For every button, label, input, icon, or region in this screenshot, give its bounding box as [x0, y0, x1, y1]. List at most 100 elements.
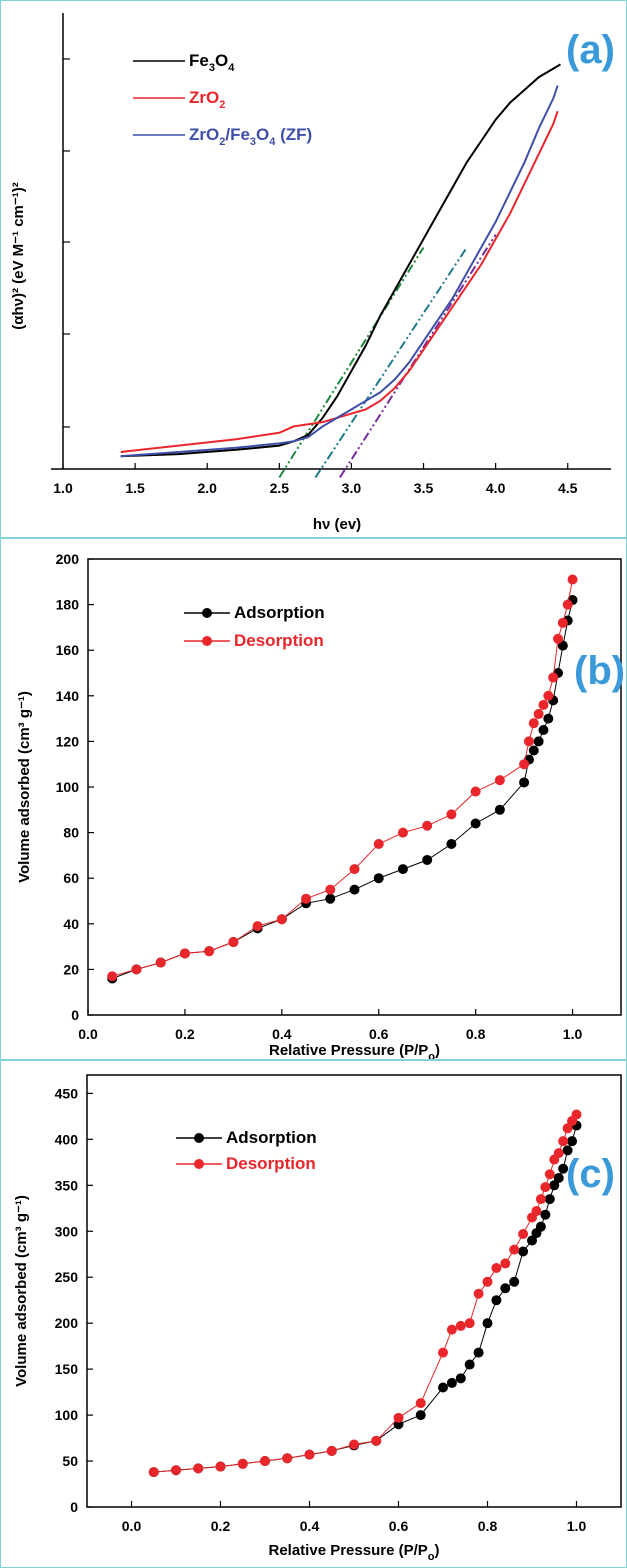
- series-line-0: [112, 599, 573, 979]
- y-tick-label: 120: [56, 733, 80, 749]
- legend-label: ZrO2: [189, 88, 225, 111]
- data-point: [148, 1467, 159, 1478]
- data-point: [562, 1145, 573, 1156]
- y-tick-label: 80: [63, 825, 79, 841]
- legend-marker: [202, 608, 212, 618]
- data-point: [538, 725, 549, 735]
- legend-marker: [194, 1159, 204, 1169]
- data-point: [553, 1172, 564, 1183]
- y-axis-label: Volume adsorbed (cm³ g⁻¹): [13, 1195, 30, 1387]
- data-point: [155, 957, 166, 968]
- legend-label: Adsorption: [234, 603, 325, 622]
- data-point: [553, 1148, 564, 1159]
- panel-label: (c): [566, 1152, 615, 1196]
- data-point: [523, 736, 534, 747]
- data-point: [491, 1295, 502, 1306]
- series-line-1: [153, 1114, 577, 1473]
- legend-label: ZrO2/Fe3O4 (ZF): [189, 125, 312, 148]
- data-point: [562, 599, 573, 610]
- x-tick-label: 0.4: [300, 1518, 320, 1534]
- data-point: [276, 914, 287, 925]
- data-point: [446, 1377, 457, 1388]
- data-point: [558, 1163, 569, 1174]
- data-point: [509, 1276, 520, 1287]
- tangent-line: [339, 234, 497, 479]
- data-point: [446, 839, 457, 849]
- tangent-line: [278, 246, 425, 479]
- legend-marker: [194, 1133, 204, 1143]
- data-point: [538, 699, 549, 710]
- x-tick-label: 1.0: [567, 1518, 587, 1534]
- data-point: [464, 1359, 475, 1370]
- data-point: [415, 1398, 426, 1409]
- data-point: [304, 1449, 315, 1460]
- data-point: [107, 971, 118, 982]
- data-point: [500, 1283, 511, 1294]
- data-point: [446, 1324, 457, 1335]
- data-point: [553, 633, 564, 644]
- data-point: [464, 1318, 475, 1329]
- plot-frame: [87, 558, 622, 1016]
- y-tick-label: 400: [55, 1131, 79, 1147]
- y-tick-label: 60: [63, 870, 79, 886]
- legend-label: Desorption: [226, 1154, 316, 1173]
- data-point: [237, 1458, 248, 1469]
- data-point: [567, 1136, 578, 1147]
- data-point: [548, 672, 559, 683]
- data-point: [519, 777, 530, 788]
- y-tick-label: 100: [55, 1407, 79, 1423]
- x-tick-label: 1.0: [53, 480, 73, 496]
- y-tick-label: 160: [56, 642, 80, 658]
- data-point: [470, 818, 481, 829]
- series-line-2: [120, 85, 559, 458]
- y-tick-label: 50: [62, 1453, 78, 1469]
- data-point: [571, 1109, 582, 1120]
- data-point: [325, 884, 336, 895]
- data-point: [518, 1229, 529, 1240]
- panel-label: (a): [566, 28, 615, 72]
- data-point: [179, 948, 190, 959]
- data-point: [491, 1263, 502, 1274]
- y-axis-label: (αhν)² (eV M⁻¹ cm⁻¹)²: [10, 182, 27, 330]
- data-point: [171, 1465, 181, 1476]
- data-point: [533, 709, 544, 720]
- data-point: [494, 804, 505, 815]
- x-tick-label: 0.6: [369, 1026, 389, 1042]
- tangent-line: [314, 246, 468, 479]
- panel-c: 0.0 0.2 0.4 0.6 0.8 1.0 0 50 100 150 200 250 300 350 4…: [0, 1060, 627, 1568]
- data-point: [473, 1288, 484, 1299]
- data-point: [528, 718, 539, 729]
- y-tick-label: 140: [56, 688, 80, 704]
- data-point: [282, 1453, 293, 1464]
- data-point: [446, 809, 457, 820]
- data-point: [544, 1169, 555, 1180]
- data-point: [473, 1347, 484, 1358]
- data-point: [325, 893, 336, 904]
- x-tick-label: 0.2: [211, 1518, 231, 1534]
- y-tick-label: 40: [63, 916, 79, 932]
- data-point: [535, 1194, 546, 1205]
- x-tick-label: 2.5: [270, 480, 290, 496]
- data-point: [482, 1318, 493, 1329]
- data-point: [533, 736, 544, 747]
- series-line-1: [112, 579, 573, 977]
- legend-label: Adsorption: [226, 1128, 317, 1147]
- data-point: [326, 1445, 337, 1456]
- legend-marker: [202, 636, 212, 646]
- x-tick-label: 4.0: [486, 480, 506, 496]
- y-tick-label: 20: [63, 961, 79, 977]
- x-tick-label: 2.0: [197, 480, 217, 496]
- data-point: [543, 690, 554, 701]
- y-tick-label: 200: [56, 551, 80, 567]
- y-tick-label: 450: [55, 1085, 79, 1101]
- data-point: [373, 839, 384, 849]
- data-point: [252, 921, 263, 932]
- x-axis-label: Relative Pressure (P/Po): [269, 1042, 440, 1059]
- x-tick-label: 0.0: [122, 1518, 142, 1534]
- data-point: [397, 864, 408, 875]
- x-tick-label: 1.5: [125, 480, 145, 496]
- data-point: [494, 775, 505, 786]
- data-point: [215, 1461, 226, 1472]
- data-point: [349, 864, 360, 875]
- data-point: [531, 1206, 542, 1217]
